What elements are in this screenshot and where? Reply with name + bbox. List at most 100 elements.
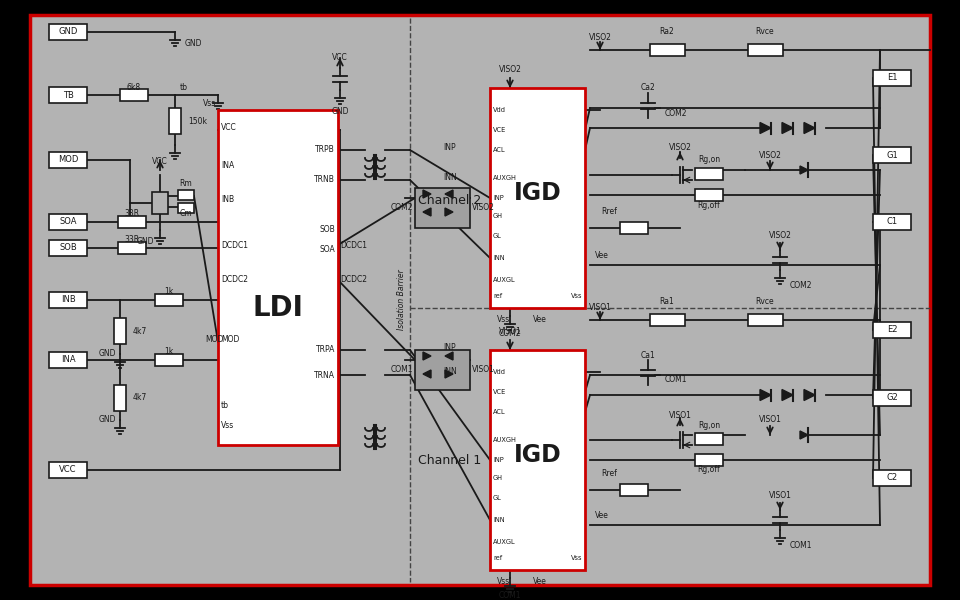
Bar: [695, 189, 723, 201]
Text: VISO2: VISO2: [498, 65, 521, 74]
Bar: [695, 168, 723, 180]
Text: VISO1: VISO1: [498, 328, 521, 337]
Polygon shape: [445, 190, 453, 198]
Text: VISO1: VISO1: [668, 410, 691, 419]
Text: INN: INN: [444, 173, 457, 181]
Text: Rg,off: Rg,off: [698, 466, 720, 475]
Bar: [49, 352, 87, 368]
Text: INP: INP: [444, 142, 456, 151]
Text: Vee: Vee: [595, 511, 609, 520]
Text: Vee: Vee: [533, 316, 547, 325]
Bar: [49, 24, 87, 40]
Bar: [650, 314, 685, 326]
Text: IGD: IGD: [514, 181, 562, 205]
Polygon shape: [423, 190, 431, 198]
Text: Channel 2: Channel 2: [419, 193, 482, 206]
Text: COM1: COM1: [790, 541, 812, 550]
Polygon shape: [800, 166, 808, 174]
Bar: [178, 190, 194, 200]
Bar: [748, 44, 783, 56]
Text: COM1: COM1: [391, 365, 413, 374]
Text: Channel 1: Channel 1: [419, 454, 482, 467]
Text: COM2: COM2: [790, 280, 812, 289]
Polygon shape: [782, 122, 793, 133]
Text: MOD: MOD: [58, 155, 78, 164]
Text: VCC: VCC: [332, 53, 348, 62]
Text: 150k: 150k: [188, 116, 207, 125]
Bar: [873, 470, 911, 486]
Polygon shape: [445, 370, 453, 378]
Text: VISO1: VISO1: [472, 365, 494, 374]
Text: ACL: ACL: [493, 409, 506, 415]
Text: COM2: COM2: [665, 109, 687, 118]
Text: ACL: ACL: [493, 147, 506, 153]
Text: COM2: COM2: [391, 203, 413, 212]
Bar: [178, 203, 194, 213]
Text: ref: ref: [493, 555, 502, 561]
Bar: [620, 222, 648, 234]
Text: Vss: Vss: [496, 577, 510, 587]
Text: GND: GND: [98, 415, 116, 425]
Bar: [695, 454, 723, 466]
Bar: [695, 433, 723, 445]
Text: SOB: SOB: [60, 244, 77, 253]
Text: VISO2: VISO2: [758, 151, 781, 160]
Bar: [873, 322, 911, 338]
Polygon shape: [445, 208, 453, 216]
Text: Vdd: Vdd: [493, 369, 506, 375]
Text: C1: C1: [886, 217, 898, 226]
Text: Vee: Vee: [533, 577, 547, 587]
Text: AUXGH: AUXGH: [493, 175, 516, 181]
Text: Rm: Rm: [180, 179, 192, 187]
Text: VCC: VCC: [221, 124, 237, 133]
Text: INB: INB: [221, 196, 234, 205]
Text: AUXGH: AUXGH: [493, 437, 516, 443]
Text: tb: tb: [180, 82, 188, 91]
Text: INN: INN: [493, 255, 505, 261]
Text: INN: INN: [444, 367, 457, 377]
Text: Ca1: Ca1: [640, 350, 656, 359]
Text: MOD: MOD: [221, 335, 239, 344]
Text: INP: INP: [493, 457, 504, 463]
Polygon shape: [423, 370, 431, 378]
Bar: [155, 294, 183, 306]
Text: VISO1: VISO1: [769, 491, 791, 499]
Text: Cm: Cm: [180, 208, 192, 217]
Text: VCC: VCC: [152, 157, 168, 166]
Text: TB: TB: [62, 91, 73, 100]
Text: 1k: 1k: [164, 347, 174, 356]
Text: 33R: 33R: [125, 209, 139, 218]
Text: GND: GND: [185, 40, 203, 49]
Text: E1: E1: [887, 73, 898, 82]
Text: INA: INA: [221, 160, 234, 169]
Bar: [650, 44, 685, 56]
Text: GH: GH: [493, 475, 503, 481]
Text: 33R: 33R: [125, 235, 139, 245]
Text: VISO2: VISO2: [588, 34, 612, 43]
Text: 4k7: 4k7: [133, 326, 147, 335]
Text: GND: GND: [59, 28, 78, 37]
Text: LDI: LDI: [252, 293, 303, 322]
Text: Isolation Barrier: Isolation Barrier: [397, 269, 406, 331]
Text: DCDC2: DCDC2: [221, 275, 248, 284]
Text: GND: GND: [136, 238, 154, 247]
Text: ref: ref: [493, 293, 502, 299]
Text: IGD: IGD: [514, 443, 562, 467]
Text: INP: INP: [444, 343, 456, 352]
Bar: [873, 390, 911, 406]
Bar: [49, 292, 87, 308]
Text: tb: tb: [221, 401, 229, 409]
Bar: [49, 152, 87, 168]
Bar: [118, 216, 146, 228]
Bar: [218, 110, 338, 445]
Text: GL: GL: [493, 495, 502, 501]
Text: VISO2: VISO2: [472, 203, 494, 212]
Text: Vee: Vee: [595, 251, 609, 259]
Bar: [490, 88, 585, 308]
Bar: [748, 314, 783, 326]
Polygon shape: [423, 352, 431, 360]
Text: GL: GL: [493, 233, 502, 239]
Bar: [49, 87, 87, 103]
Bar: [49, 240, 87, 256]
Bar: [169, 108, 181, 134]
